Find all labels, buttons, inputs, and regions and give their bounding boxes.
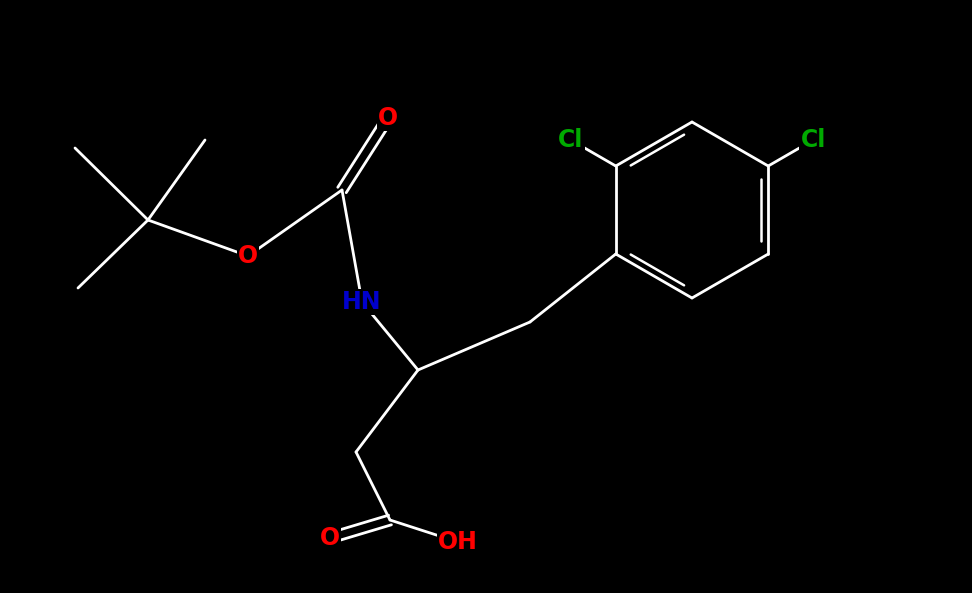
Text: Cl: Cl [801, 128, 826, 152]
Text: HN: HN [342, 290, 382, 314]
Text: Cl: Cl [558, 128, 583, 152]
Text: O: O [238, 244, 258, 268]
Text: O: O [378, 106, 399, 130]
Text: O: O [320, 526, 340, 550]
Text: OH: OH [438, 530, 478, 554]
